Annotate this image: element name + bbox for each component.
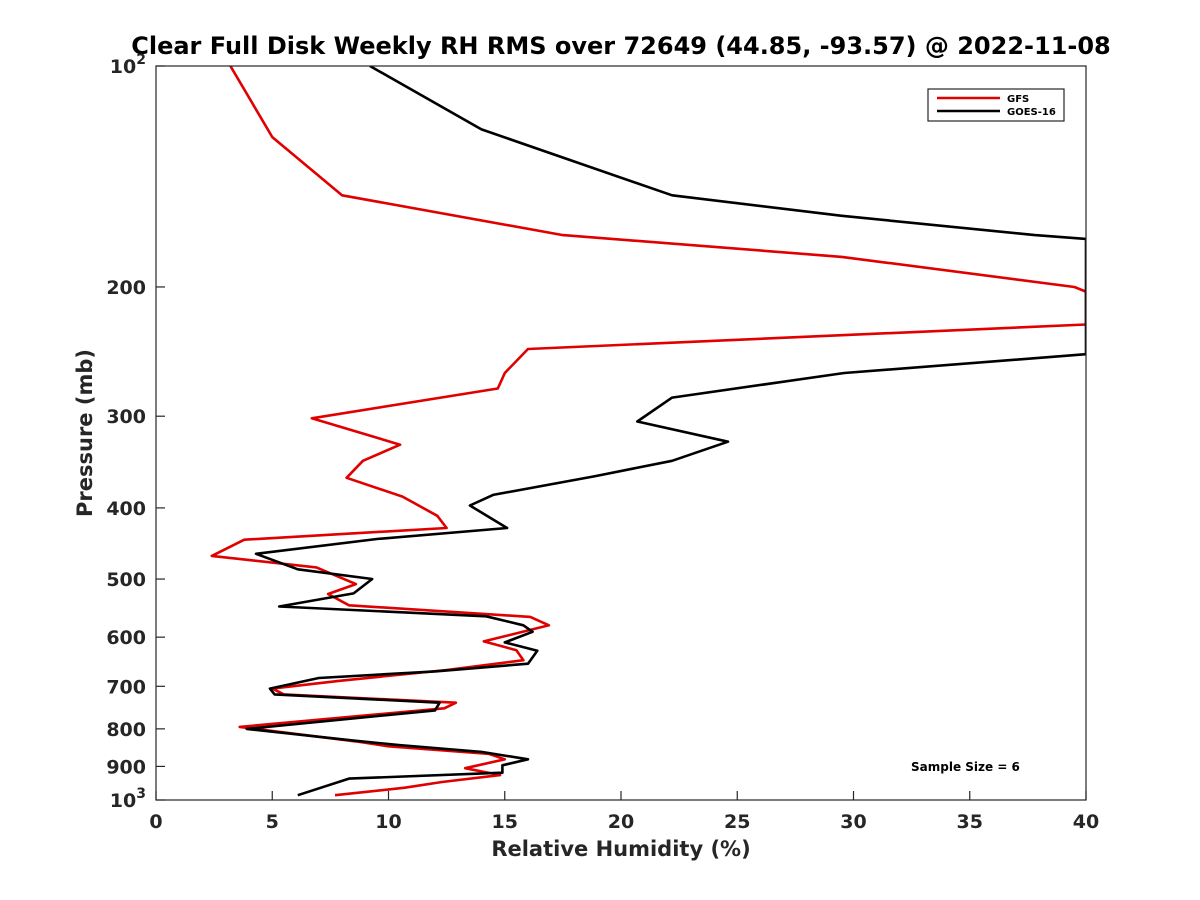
y-tick-label: 102 [110,52,146,78]
x-axis: 0 5 10 15 20 25 30 35 40 [149,791,1099,833]
y-tick-label: 600 [106,627,146,649]
x-tick-label: 20 [608,811,634,833]
x-tick-label: 25 [724,811,750,833]
series-lines [210,66,1086,797]
y-tick-label: 200 [106,277,146,299]
chart-title: Clear Full Disk Weekly RH RMS over 72649… [131,32,1111,60]
series-line-goes-16 [245,66,1086,797]
x-axis-label: Relative Humidity (%) [491,837,750,861]
x-tick-label: 15 [492,811,518,833]
y-tick-label: 800 [106,719,146,741]
x-tick-label: 10 [375,811,401,833]
series-line-gfs [210,66,1086,797]
x-tick-label: 5 [266,811,279,833]
legend-label-goes-16: GOES-16 [1007,107,1056,118]
x-tick-label: 30 [840,811,866,833]
y-axis-label: Pressure (mb) [73,349,97,517]
y-tick-label: 700 [106,676,146,698]
y-tick-label: 300 [106,406,146,428]
y-axis: 102 200 300 400 500 600 700 800 900 103 [106,52,165,812]
plot-frame [155,65,1087,801]
x-tick-label: 40 [1073,811,1099,833]
legend-label-gfs: GFS [1007,94,1029,105]
y-tick-label: 400 [106,498,146,520]
y-tick-label: 103 [110,786,146,812]
x-tick-label: 35 [957,811,983,833]
sample-size-annotation: Sample Size = 6 [911,760,1020,774]
y-tick-label: 500 [106,569,146,591]
x-tick-label: 0 [149,811,162,833]
y-tick-label: 900 [106,756,146,778]
legend: GFS GOES-16 [927,88,1065,122]
legend-box [927,88,1065,122]
